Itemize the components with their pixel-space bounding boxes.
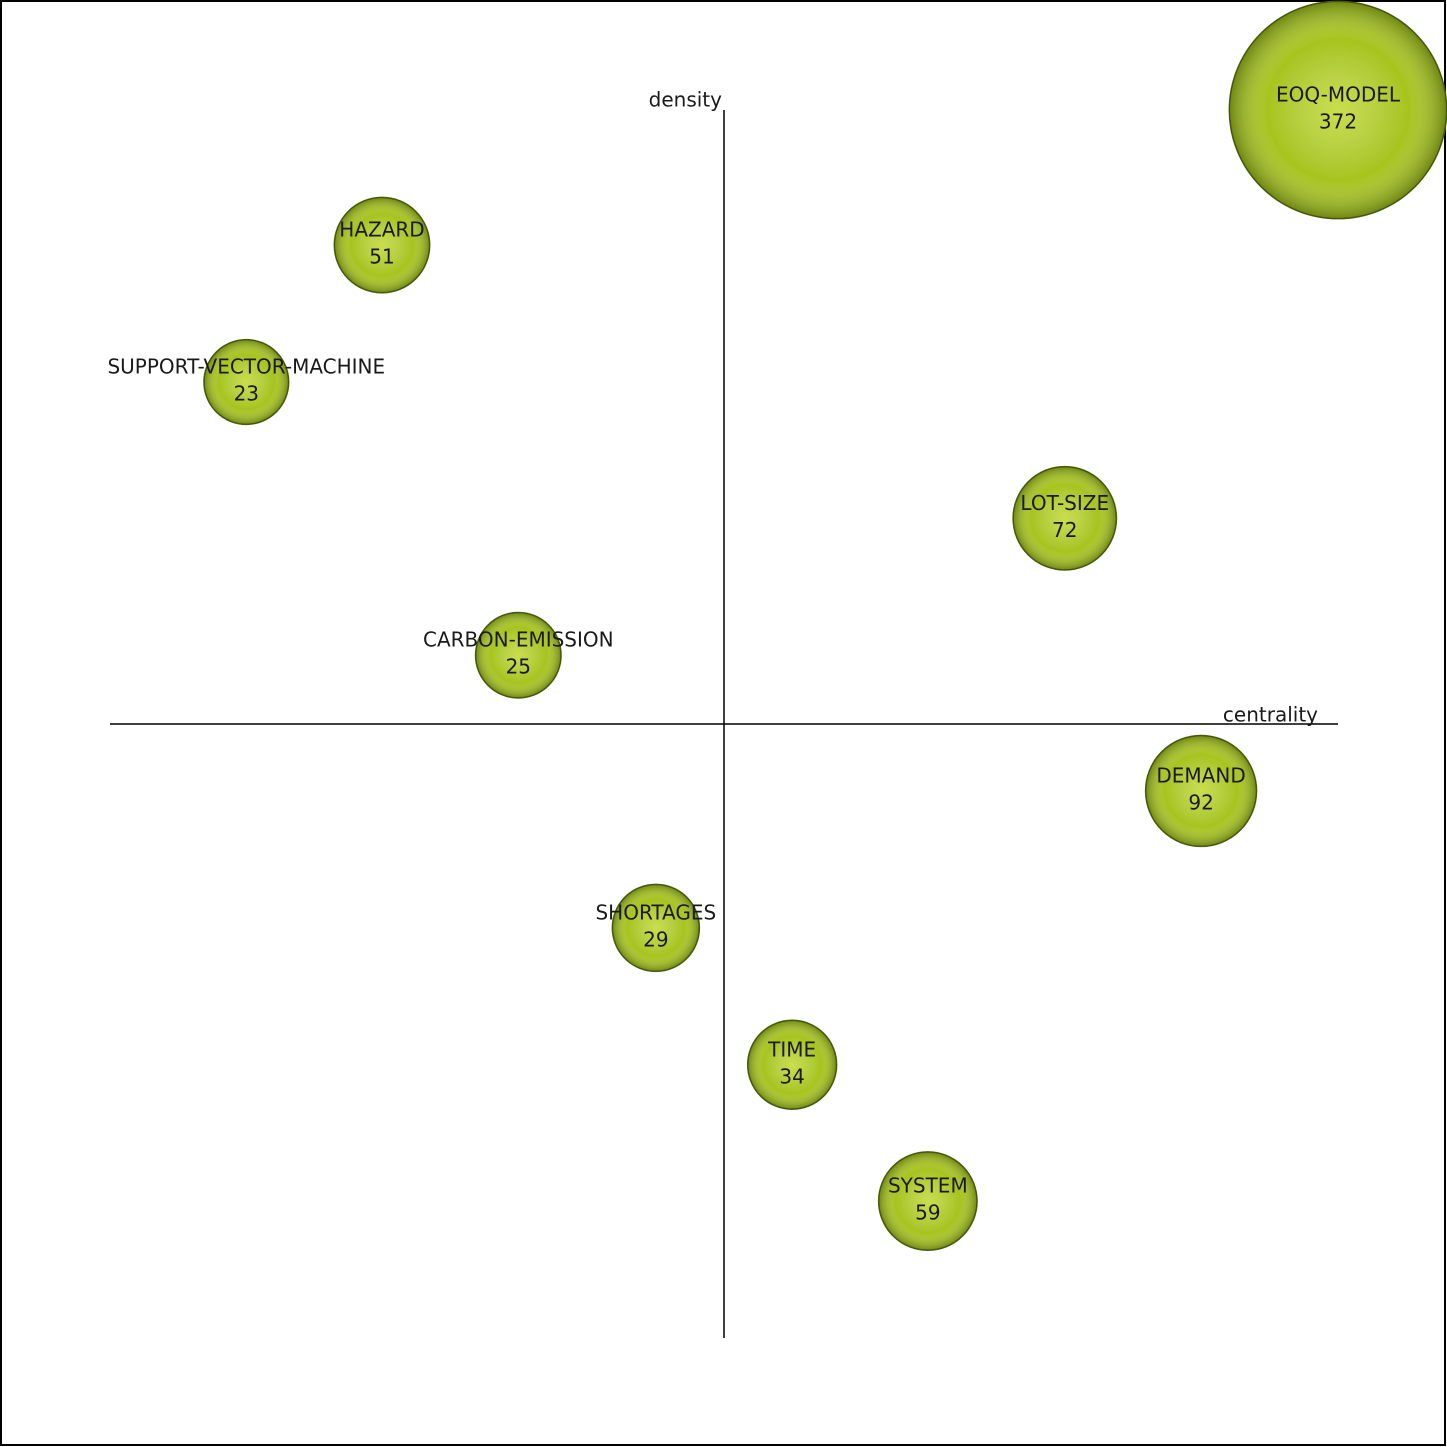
bubble-value: 92 <box>1188 790 1213 814</box>
bubble-value: 59 <box>915 1201 940 1225</box>
bubble-value: 25 <box>506 655 531 679</box>
bubble-label: SYSTEM <box>888 1174 968 1198</box>
x-axis-label: centrality <box>1223 703 1318 727</box>
bubble-label: DEMAND <box>1156 763 1245 787</box>
y-axis-label: density <box>649 88 722 112</box>
bubble-label: TIME <box>767 1037 816 1061</box>
bubble-value: 72 <box>1052 518 1077 542</box>
bubble-value: 23 <box>234 382 259 406</box>
bubble-label: LOT-SIZE <box>1020 491 1109 515</box>
bubble-label: HAZARD <box>339 218 424 242</box>
bubble-label: SUPPORT-VECTOR-MACHINE <box>107 355 385 379</box>
bubble-label: CARBON-EMISSION <box>423 628 614 652</box>
bubble-value: 34 <box>779 1064 804 1088</box>
bubble-label: SHORTAGES <box>595 900 716 924</box>
bubble-value: 29 <box>643 927 668 951</box>
bubble-label: EOQ-MODEL <box>1276 83 1401 107</box>
bubble-value: 372 <box>1319 110 1357 134</box>
bubble-value: 51 <box>369 245 394 269</box>
